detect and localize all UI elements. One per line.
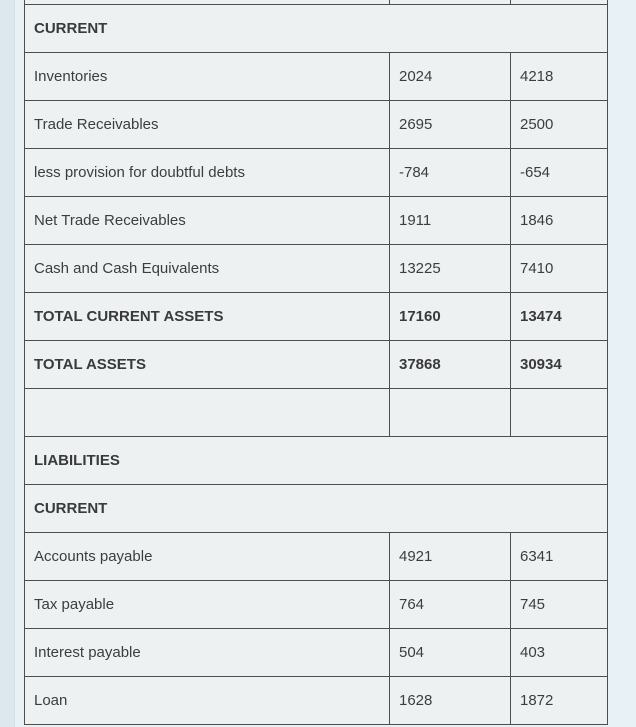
row-label: Loan: [24, 675, 390, 725]
table-row-provision-doubtful-debts: less provision for doubtful debts -784 -…: [24, 147, 608, 197]
value-col1: 2024: [389, 51, 511, 101]
row-label: less provision for doubtful debts: [24, 147, 390, 197]
value-col2: -654: [510, 147, 608, 197]
row-label: TOTAL CURRENT ASSETS: [24, 291, 390, 341]
section-row-current-assets: CURRENT: [24, 3, 608, 53]
section-row-current-liabilities: CURRENT: [24, 483, 608, 533]
section-label: CURRENT: [24, 483, 608, 533]
value-col1: 13225: [389, 243, 511, 293]
value-col2: 13474: [510, 291, 608, 341]
row-label: Accounts payable: [24, 531, 390, 581]
value-col2: 7410: [510, 243, 608, 293]
table-row-inventories: Inventories 2024 4218: [24, 51, 608, 101]
value-col1: 2695: [389, 99, 511, 149]
value-col2: 4218: [510, 51, 608, 101]
table-row-trade-receivables: Trade Receivables 2695 2500: [24, 99, 608, 149]
empty-value-cell: [389, 387, 511, 437]
table-row-cash-equivalents: Cash and Cash Equivalents 13225 7410: [24, 243, 608, 293]
page-left-margin: [0, 0, 15, 727]
table-row-net-trade-receivables: Net Trade Receivables 1911 1846: [24, 195, 608, 245]
empty-label-cell: [24, 387, 390, 437]
value-col1: -784: [389, 147, 511, 197]
value-col2: 2500: [510, 99, 608, 149]
table-row-total-assets: TOTAL ASSETS 37868 30934: [24, 339, 608, 389]
value-col1: 764: [389, 579, 511, 629]
value-col2: 1872: [510, 675, 608, 725]
value-col1: 1628: [389, 675, 511, 725]
empty-value-cell: [510, 387, 608, 437]
value-col2: 1846: [510, 195, 608, 245]
table-row-accounts-payable: Accounts payable 4921 6341: [24, 531, 608, 581]
section-row-liabilities: LIABILITIES: [24, 435, 608, 485]
row-label: Trade Receivables: [24, 99, 390, 149]
table-row-interest-payable: Interest payable 504 403: [24, 627, 608, 677]
row-label: Tax payable: [24, 579, 390, 629]
value-col1: 504: [389, 627, 511, 677]
table-row-tax-payable: Tax payable 764 745: [24, 579, 608, 629]
section-label: LIABILITIES: [24, 435, 608, 485]
section-label: CURRENT: [24, 3, 608, 53]
value-col1: 1911: [389, 195, 511, 245]
row-label: Net Trade Receivables: [24, 195, 390, 245]
table-row-total-current-assets: TOTAL CURRENT ASSETS 17160 13474: [24, 291, 608, 341]
row-label: Cash and Cash Equivalents: [24, 243, 390, 293]
value-col1: 4921: [389, 531, 511, 581]
value-col2: 745: [510, 579, 608, 629]
row-label: Inventories: [24, 51, 390, 101]
value-col2: 6341: [510, 531, 608, 581]
row-label: Interest payable: [24, 627, 390, 677]
value-col2: 403: [510, 627, 608, 677]
table-row-loan: Loan 1628 1872: [24, 675, 608, 725]
table-row-empty-spacer: [24, 387, 608, 437]
value-col1: 17160: [389, 291, 511, 341]
value-col1: 37868: [389, 339, 511, 389]
value-col2: 30934: [510, 339, 608, 389]
row-label: TOTAL ASSETS: [24, 339, 390, 389]
balance-sheet-table: CURRENT Inventories 2024 4218 Trade Rece…: [24, 0, 608, 725]
